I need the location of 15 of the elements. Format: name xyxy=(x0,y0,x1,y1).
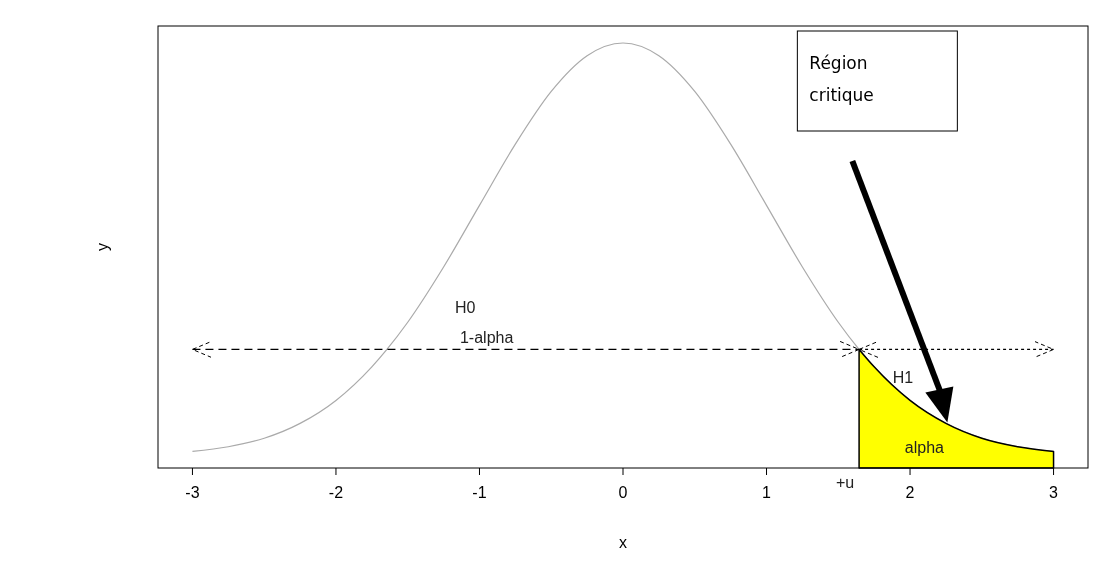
x-tick-label: 3 xyxy=(1049,484,1059,501)
x-tick-label: -3 xyxy=(185,484,200,501)
x-tick-label: -1 xyxy=(472,484,487,501)
annotation: 1-alpha xyxy=(459,329,514,347)
x-tick-label: -2 xyxy=(328,484,344,501)
annotation: +u xyxy=(835,474,855,491)
annotation: Région critique xyxy=(809,53,874,105)
x-tick-label: 2 xyxy=(905,484,915,501)
x-axis-title: x xyxy=(619,534,627,551)
annotation: alpha xyxy=(904,438,945,456)
x-tick-label: 0 xyxy=(618,484,628,501)
annotation: H0 xyxy=(454,298,476,316)
y-axis-title: y xyxy=(94,243,111,251)
x-tick-label: 1 xyxy=(762,484,772,501)
annotation: H1 xyxy=(892,369,914,387)
